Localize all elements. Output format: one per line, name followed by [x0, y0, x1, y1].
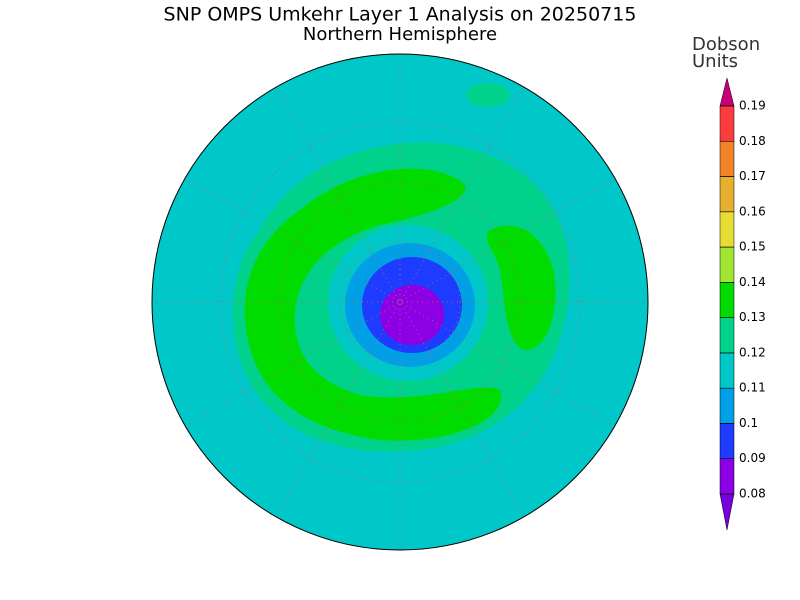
colorbar-tick-label: 0.18: [739, 134, 766, 148]
colorbar-segment: [719, 458, 735, 495]
parallel: [279, 181, 521, 423]
contour-0.13-north: [466, 83, 510, 107]
colorbar-label: Dobson: [692, 34, 760, 55]
colorbar-segment: [719, 176, 735, 213]
colorbar-segment: [719, 387, 735, 424]
colorbar-tick-label: 0.17: [739, 169, 766, 183]
colorbar-tick-label: 0.12: [739, 345, 766, 359]
colorbar-segment: [719, 211, 735, 248]
colorbar-tick-label: 0.08: [739, 487, 766, 501]
colorbar-tick-label: 0.11: [739, 381, 766, 395]
colorbar-tick-label: 0.1: [739, 416, 758, 430]
colorbar-segment: [719, 317, 735, 354]
colorbar-segment: [719, 141, 735, 177]
colorbar-tick-label: 0.13: [739, 310, 766, 324]
colorbar-segment: [719, 282, 735, 318]
polar-map: [151, 53, 649, 551]
colorbar-segment: [719, 105, 735, 142]
colorbar-segment: [719, 352, 735, 389]
colorbar-tick-label: 0.16: [739, 204, 766, 218]
contour-0.09: [380, 285, 444, 345]
contour-0.13: [244, 168, 502, 441]
colorbar-label: Units: [692, 51, 738, 72]
colorbar-segment: [719, 246, 735, 283]
colorbar-tick-label: 0.19: [739, 99, 766, 113]
colorbar-tick-label: 0.14: [739, 275, 766, 289]
colorbar-extend-low: [719, 493, 735, 531]
colorbar-extend-high: [719, 77, 735, 107]
colorbar-segment: [719, 423, 735, 459]
parallel: [219, 121, 581, 483]
parallel: [339, 241, 461, 363]
colorbar-tick-label: 0.09: [739, 451, 766, 465]
contour-0.13-east: [486, 225, 556, 350]
colorbar: 0.08 0.09 0.1 0.11 0.12 0.13 0.14 0.15 0.16 0.17 0…: [719, 77, 766, 531]
title: SNP OMPS Umkehr Layer 1 Analysis on 2025…: [164, 4, 637, 26]
colorbar-tick-label: 0.15: [739, 240, 766, 254]
map-border: [151, 53, 649, 551]
subtitle: Northern Hemisphere: [303, 24, 497, 45]
